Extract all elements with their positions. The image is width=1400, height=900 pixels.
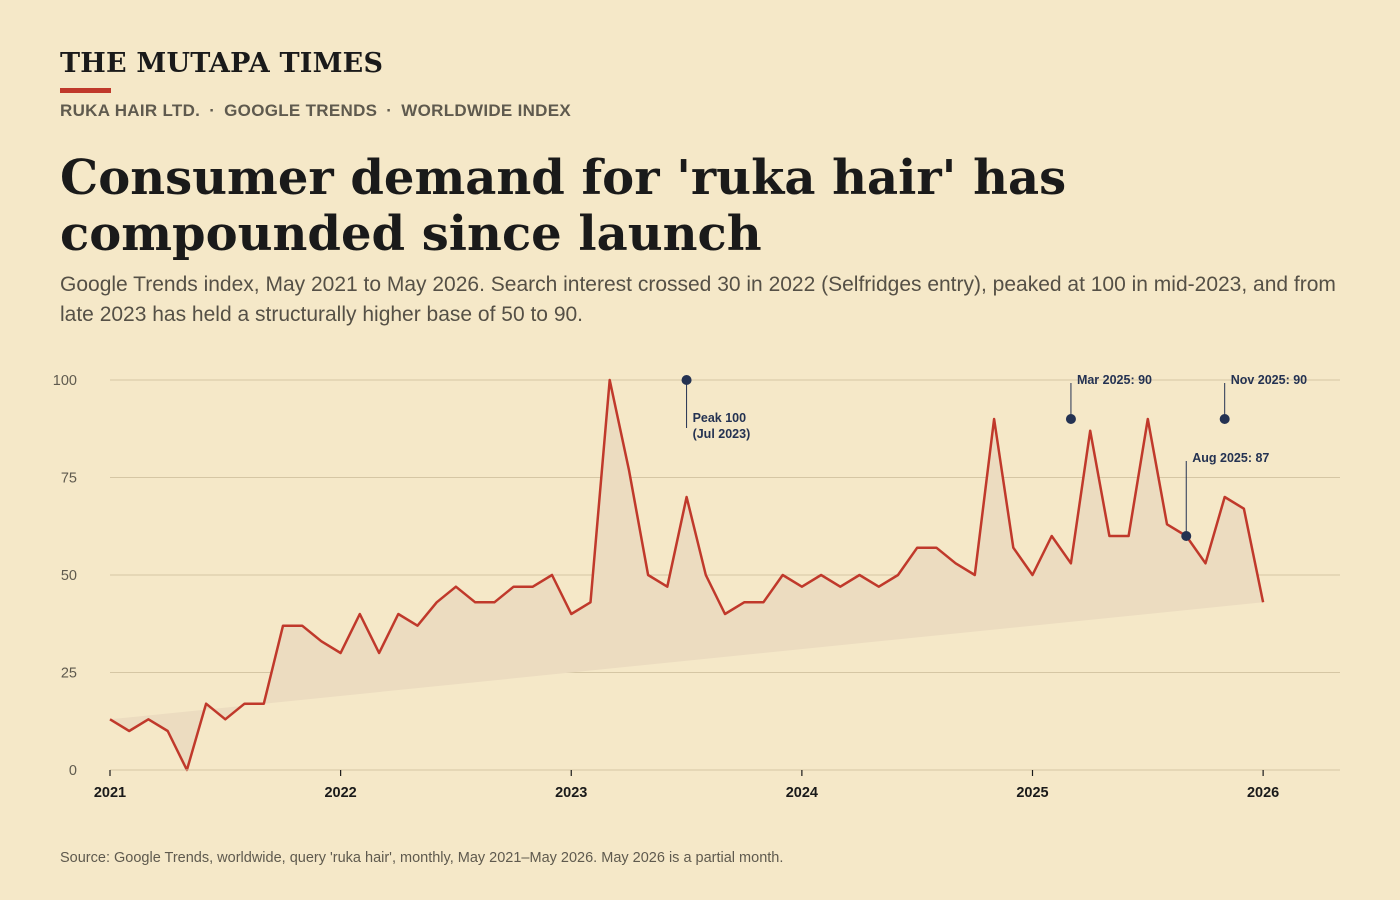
annotation-marker — [1065, 414, 1076, 424]
kicker-scope: WORLDWIDE INDEX — [401, 101, 572, 120]
x-axis-ticks: 2021 2022 2023 2024 2025 2026 — [94, 769, 1340, 801]
annotations-layer: Peak 100 (Jul 2023) Mar 2025: 90 Aug 2025: … — [681, 373, 1307, 541]
x-tick-label: 2024 — [786, 785, 818, 801]
annotation-label: (Jul 2023) — [693, 427, 751, 441]
kicker-separator: · — [209, 101, 216, 120]
series-line — [109, 378, 1265, 772]
kicker: RUKA HAIR LTD. · GOOGLE TRENDS · WORLDWIDE I… — [60, 101, 571, 121]
series-area — [110, 380, 1264, 770]
x-tick-label: 2021 — [94, 785, 126, 801]
masthead-accent-bar — [60, 88, 111, 93]
x-tick-label: 2026 — [1247, 785, 1279, 801]
y-tick-label: 0 — [69, 763, 77, 779]
annotation-marker — [681, 375, 692, 385]
y-axis-ticks: 0 25 50 75 100 — [53, 373, 77, 779]
annotation-label: Nov 2025: 90 — [1231, 373, 1307, 387]
y-tick-label: 75 — [61, 471, 77, 487]
kicker-source: GOOGLE TRENDS — [224, 101, 378, 120]
annotation-label: Aug 2025: 87 — [1192, 451, 1269, 465]
annotation-marker — [1219, 414, 1230, 424]
kicker-separator: · — [386, 101, 393, 120]
x-tick-label: 2025 — [1016, 785, 1048, 801]
annotation-label: Mar 2025: 90 — [1077, 373, 1152, 387]
source-note: Source: Google Trends, worldwide, query … — [60, 850, 784, 866]
dek: Google Trends index, May 2021 to May 202… — [60, 273, 1336, 326]
headline: Consumer demand for 'ruka hair' has comp… — [60, 150, 1067, 262]
x-tick-label: 2023 — [555, 785, 587, 801]
y-tick-label: 25 — [61, 666, 77, 682]
y-tick-label: 50 — [61, 568, 77, 584]
y-tick-label: 100 — [53, 373, 77, 389]
x-tick-label: 2022 — [324, 785, 356, 801]
masthead: THE MUTAPA TIMES — [60, 48, 384, 79]
annotation-label: Peak 100 — [693, 411, 747, 425]
annotation-marker — [1181, 531, 1192, 541]
kicker-company: RUKA HAIR LTD. — [60, 101, 201, 120]
